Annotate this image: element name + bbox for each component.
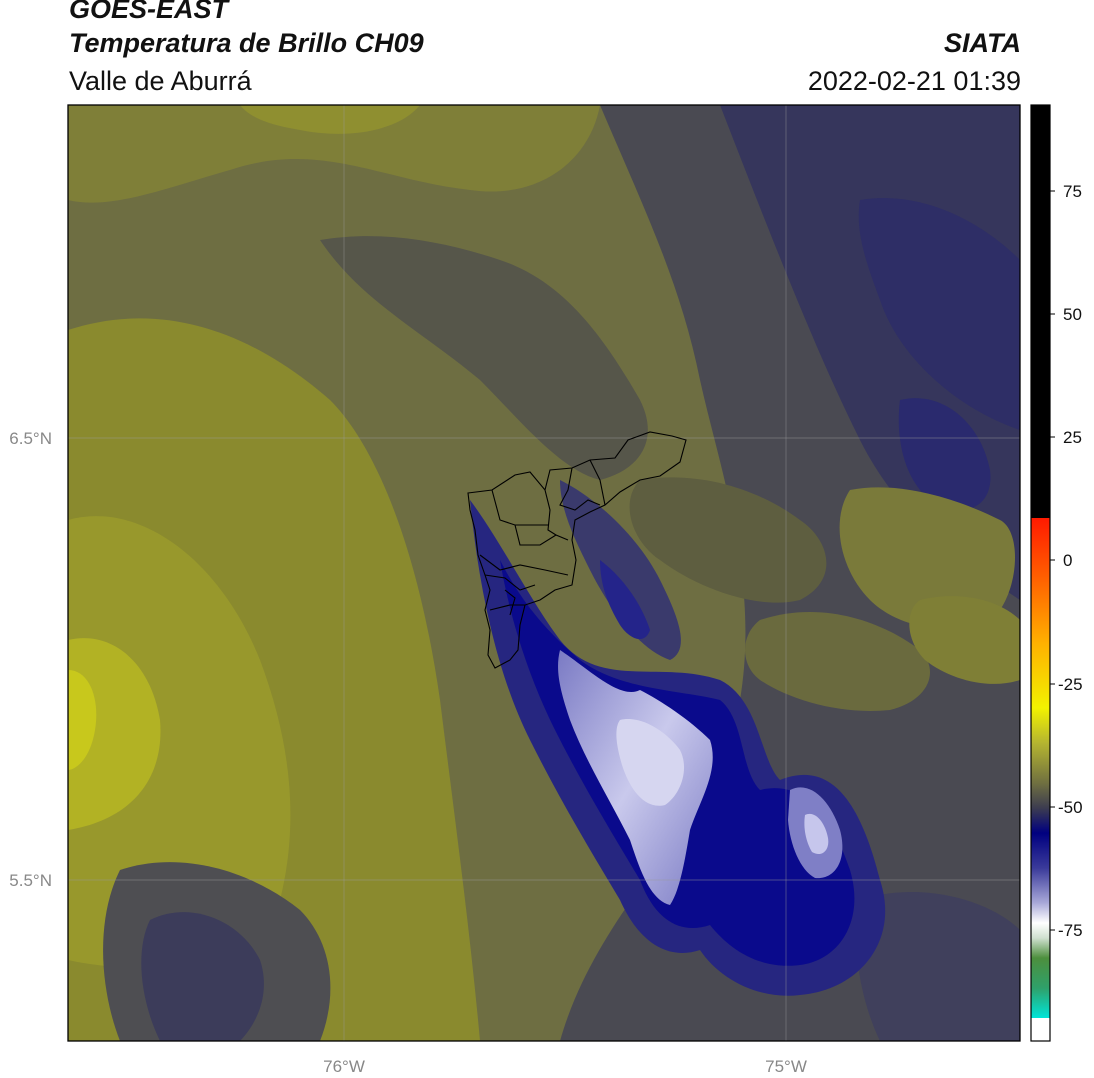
map-frame (67, 104, 1021, 1042)
satellite-title: GOES-EAST (69, 0, 229, 24)
municipal-boundaries (467, 431, 687, 669)
colorbar-tick-50: 50 (1063, 305, 1082, 324)
region-label: Valle de Aburrá (69, 66, 252, 96)
colorbar: 75 50 25 0 -25 -50 -75 (1030, 104, 1083, 1042)
colorbar-tick-0: 0 (1063, 551, 1072, 570)
lon-label-76w: 76°W (323, 1057, 365, 1076)
lat-label-6-5: 6.5°N (9, 429, 52, 448)
product-title: Temperatura de Brillo CH09 (69, 28, 424, 58)
colorbar-tick-75: 75 (1063, 182, 1082, 201)
colorbar-tick-minus50: -50 (1058, 798, 1083, 817)
temperature-field (68, 105, 1020, 1041)
lat-label-5-5: 5.5°N (9, 871, 52, 890)
lon-label-75w: 75°W (765, 1057, 807, 1076)
agency-label: SIATA (944, 28, 1021, 58)
colorbar-tick-minus25: -25 (1058, 675, 1083, 694)
colorbar-tick-25: 25 (1063, 428, 1082, 447)
datetime-label: 2022-02-21 01:39 (807, 66, 1021, 96)
colorbar-tick-minus75: -75 (1058, 921, 1083, 940)
